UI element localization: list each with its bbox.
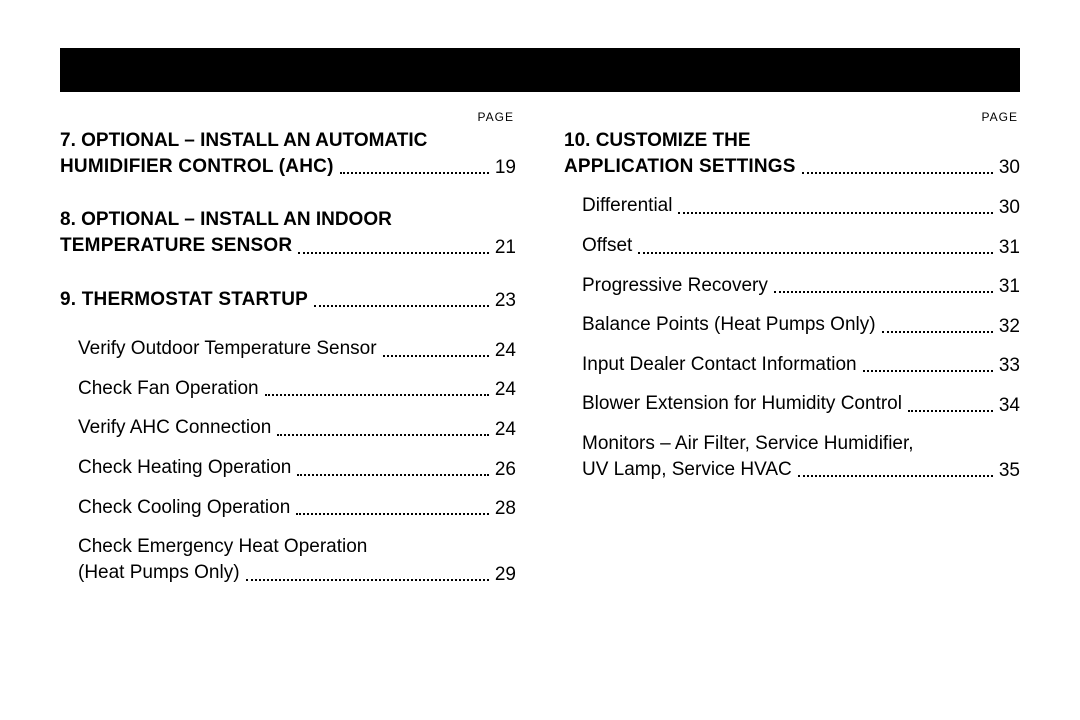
toc-entry-title: Progressive Recovery — [582, 273, 768, 299]
toc-page-number: 24 — [495, 419, 516, 441]
toc-section: 7. OPTIONAL – INSTALL AN AUTOMATICHUMIDI… — [60, 128, 516, 179]
toc-entry-title: Check Cooling Operation — [78, 495, 290, 521]
toc-page-number: 23 — [495, 290, 516, 312]
leader-dots — [298, 252, 489, 254]
toc-entry-title: 9. THERMOSTAT STARTUP — [60, 287, 308, 313]
leader-dots — [798, 475, 993, 477]
toc-entry-title: UV Lamp, Service HVAC — [582, 457, 792, 483]
leader-dots — [314, 305, 489, 307]
toc-page-number: 30 — [999, 157, 1020, 179]
toc-entry-title: Blower Extension for Humidity Control — [582, 391, 902, 417]
left-column: PAGE 7. OPTIONAL – INSTALL AN AUTOMATICH… — [60, 110, 516, 614]
leader-dots — [863, 370, 993, 372]
toc-page-number: 33 — [999, 355, 1020, 377]
toc-entry-line1: 8. OPTIONAL – INSTALL AN INDOOR — [60, 207, 516, 233]
leader-dots — [908, 410, 993, 412]
toc-page-number: 24 — [495, 340, 516, 362]
toc-entry-title: CUSTOMIZE THE — [596, 130, 751, 151]
toc-entry-title: TEMPERATURE SENSOR — [60, 233, 292, 259]
toc-entry-title: Balance Points (Heat Pumps Only) — [582, 312, 876, 338]
toc-entry-title: Check Heating Operation — [78, 455, 291, 481]
right-column: PAGE 10. CUSTOMIZE THEAPPLICATION SETTIN… — [564, 110, 1020, 614]
toc-page-number: 30 — [999, 197, 1020, 219]
toc-entry-title: Check Fan Operation — [78, 376, 259, 402]
toc-section: 10. CUSTOMIZE THEAPPLICATION SETTINGS30 — [564, 128, 1020, 179]
toc-entry-title: (Heat Pumps Only) — [78, 560, 240, 586]
toc-page-number: 31 — [999, 237, 1020, 259]
toc-subentry: Progressive Recovery 31 — [564, 273, 1020, 299]
leader-dots — [678, 212, 992, 214]
toc-entry-title: Input Dealer Contact Information — [582, 352, 857, 378]
toc-entry-title: HUMIDIFIER CONTROL (AHC) — [60, 154, 334, 180]
toc-entry-line1: Check Emergency Heat Operation — [78, 534, 516, 560]
toc-columns: PAGE 7. OPTIONAL – INSTALL AN AUTOMATICH… — [60, 110, 1020, 614]
toc-entry-line1: Monitors – Air Filter, Service Humidifie… — [582, 431, 1020, 457]
toc-subentry: Verify AHC Connection 24 — [60, 415, 516, 441]
toc-page-number: 26 — [495, 459, 516, 481]
toc-page-number: 24 — [495, 379, 516, 401]
toc-subentry: Verify Outdoor Temperature Sensor 24 — [60, 336, 516, 362]
leader-dots — [340, 172, 489, 174]
toc-group: 10. CUSTOMIZE THEAPPLICATION SETTINGS30D… — [564, 128, 1020, 482]
leader-dots — [246, 579, 489, 581]
toc-section: 9. THERMOSTAT STARTUP 23 — [60, 287, 516, 313]
toc-subentry: Check Cooling Operation 28 — [60, 495, 516, 521]
toc-entry-title: APPLICATION SETTINGS — [564, 154, 796, 180]
toc-page-number: 35 — [999, 460, 1020, 482]
toc-entry-line1: 10. CUSTOMIZE THE — [564, 128, 1020, 154]
toc-page-number: 28 — [495, 498, 516, 520]
toc-page-number: 34 — [999, 395, 1020, 417]
toc-subentry: Check Heating Operation 26 — [60, 455, 516, 481]
toc-entry-title: OPTIONAL – INSTALL AN INDOOR — [81, 209, 392, 230]
toc-subentry: Differential 30 — [564, 193, 1020, 219]
toc-page-number: 19 — [495, 157, 516, 179]
toc-entry-title: Offset — [582, 233, 632, 259]
toc-subentry: Check Fan Operation 24 — [60, 376, 516, 402]
toc-subentry: Check Emergency Heat Operation (Heat Pump… — [60, 534, 516, 585]
leader-dots — [774, 291, 993, 293]
toc-group: 8. OPTIONAL – INSTALL AN INDOORTEMPERATU… — [60, 207, 516, 258]
toc-section-number: 8. — [60, 209, 81, 230]
leader-dots — [296, 513, 489, 515]
leader-dots — [297, 474, 489, 476]
toc-group: 9. THERMOSTAT STARTUP 23 Verify Outdoor Te… — [60, 287, 516, 586]
toc-page-number: 21 — [495, 237, 516, 259]
leader-dots — [802, 172, 993, 174]
toc-subentry: Offset 31 — [564, 233, 1020, 259]
toc-entry-title: Check Emergency Heat Operation — [78, 536, 367, 557]
toc-group: 7. OPTIONAL – INSTALL AN AUTOMATICHUMIDI… — [60, 128, 516, 179]
page-label-left: PAGE — [60, 110, 516, 124]
page-label-right: PAGE — [564, 110, 1020, 124]
toc-entry-title: Differential — [582, 193, 672, 219]
header-bar — [60, 48, 1020, 92]
toc-page-number: 32 — [999, 316, 1020, 338]
toc-section-number: 9. — [60, 289, 82, 310]
leader-dots — [265, 394, 489, 396]
toc-entry-title: OPTIONAL – INSTALL AN AUTOMATIC — [81, 130, 427, 151]
toc-entry-title: Monitors – Air Filter, Service Humidifie… — [582, 433, 914, 454]
toc-entry-title: Verify Outdoor Temperature Sensor — [78, 336, 377, 362]
leader-dots — [383, 355, 489, 357]
toc-page-number: 31 — [999, 276, 1020, 298]
leader-dots — [882, 331, 993, 333]
leader-dots — [277, 434, 489, 436]
toc-section-number: 7. — [60, 130, 81, 151]
toc-subentry: Balance Points (Heat Pumps Only) 32 — [564, 312, 1020, 338]
toc-subentry: Input Dealer Contact Information 33 — [564, 352, 1020, 378]
toc-page-number: 29 — [495, 564, 516, 586]
toc-section: 8. OPTIONAL – INSTALL AN INDOORTEMPERATU… — [60, 207, 516, 258]
toc-subentry: Blower Extension for Humidity Control 34 — [564, 391, 1020, 417]
toc-section-number: 10. — [564, 130, 596, 151]
toc-entry-title: Verify AHC Connection — [78, 415, 271, 441]
leader-dots — [638, 252, 993, 254]
toc-entry-line1: 7. OPTIONAL – INSTALL AN AUTOMATIC — [60, 128, 516, 154]
toc-subentry: Monitors – Air Filter, Service Humidifie… — [564, 431, 1020, 482]
